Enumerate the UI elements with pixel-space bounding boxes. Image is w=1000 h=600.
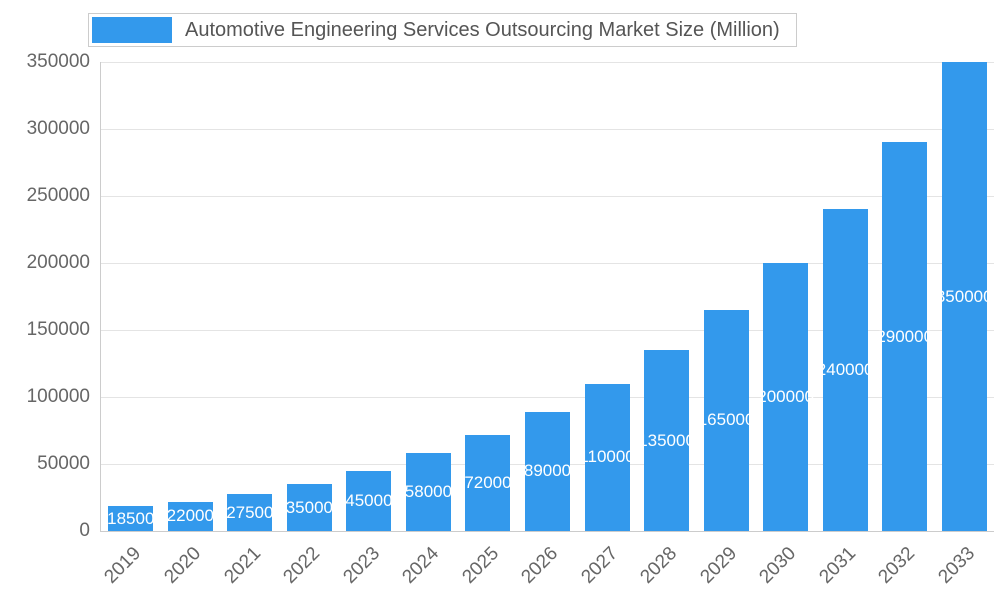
bar-value-label: 72000 <box>464 472 512 492</box>
x-tick-label: 2027 <box>577 543 622 588</box>
x-tick-label: 2023 <box>338 543 384 588</box>
x-tick-label: 2021 <box>219 543 265 588</box>
y-tick-label: 350000 <box>26 51 90 72</box>
bar[interactable] <box>584 383 630 531</box>
x-tick-label: 2028 <box>636 543 682 588</box>
bar-value-label: 22000 <box>166 506 214 526</box>
bar-value-label: 290000 <box>876 326 934 346</box>
bar[interactable] <box>167 501 213 531</box>
bar[interactable] <box>227 494 273 531</box>
gridline <box>101 263 994 264</box>
bar[interactable] <box>644 350 690 531</box>
x-tick-label: 2024 <box>398 543 444 588</box>
gridline <box>101 330 994 331</box>
x-tick-label: 2026 <box>517 543 563 588</box>
bar[interactable] <box>763 263 809 531</box>
gridline <box>101 129 994 130</box>
x-tick-label: 2032 <box>874 543 920 588</box>
gridline <box>101 62 994 63</box>
y-tick-label: 150000 <box>26 319 90 340</box>
bar[interactable] <box>703 309 749 531</box>
y-tick-label: 0 <box>79 520 90 541</box>
x-tick-label: 2029 <box>696 543 741 588</box>
bar-value-label: 27500 <box>226 502 274 522</box>
y-tick-label: 300000 <box>26 118 90 139</box>
bar-value-label: 135000 <box>638 430 695 450</box>
plot-area: 18500 2019 22000 2020 27500 2021 35000 2022 4500… <box>100 62 994 588</box>
bar-value-label: 18500 <box>107 508 155 528</box>
y-tick-label: 100000 <box>26 386 90 407</box>
bar[interactable] <box>108 506 154 531</box>
gridline <box>101 397 994 398</box>
legend-item[interactable]: Automotive Engineering Services Outsourc… <box>88 13 797 47</box>
bar[interactable] <box>941 62 987 531</box>
x-tick-label: 2019 <box>100 543 146 588</box>
bar-value-label: 165000 <box>697 410 755 430</box>
x-tick-label: 2025 <box>458 543 503 588</box>
bar-value-label: 35000 <box>285 497 333 517</box>
legend-swatch <box>92 17 172 43</box>
bar-value-label: 240000 <box>816 360 874 380</box>
bar[interactable] <box>525 411 570 531</box>
bar[interactable] <box>346 470 392 531</box>
bar-value-label: 58000 <box>404 482 453 502</box>
chart-title: Automotive Engineering Services Outsourc… <box>185 18 780 41</box>
x-tick-label: 2031 <box>815 543 861 588</box>
bar[interactable] <box>405 453 451 531</box>
x-tick-label: 2033 <box>934 543 980 588</box>
x-tick-label: 2020 <box>160 543 206 588</box>
bar-value-label: 45000 <box>345 490 393 510</box>
bar[interactable] <box>882 142 928 531</box>
y-tick-label: 200000 <box>26 252 90 273</box>
y-tick-label: 250000 <box>26 185 90 206</box>
bar[interactable] <box>286 484 332 531</box>
bar-value-label: 350000 <box>935 286 993 306</box>
y-tick-label: 50000 <box>37 453 90 474</box>
gridline <box>101 196 994 197</box>
bar[interactable] <box>822 209 868 531</box>
x-tick-label: 2030 <box>755 543 801 588</box>
x-tick-label: 2022 <box>279 543 325 588</box>
bar-value-label: 110000 <box>579 447 635 467</box>
bar-value-label: 200000 <box>757 387 814 406</box>
bar[interactable] <box>465 434 511 531</box>
bar-value-label: 89000 <box>523 461 572 481</box>
